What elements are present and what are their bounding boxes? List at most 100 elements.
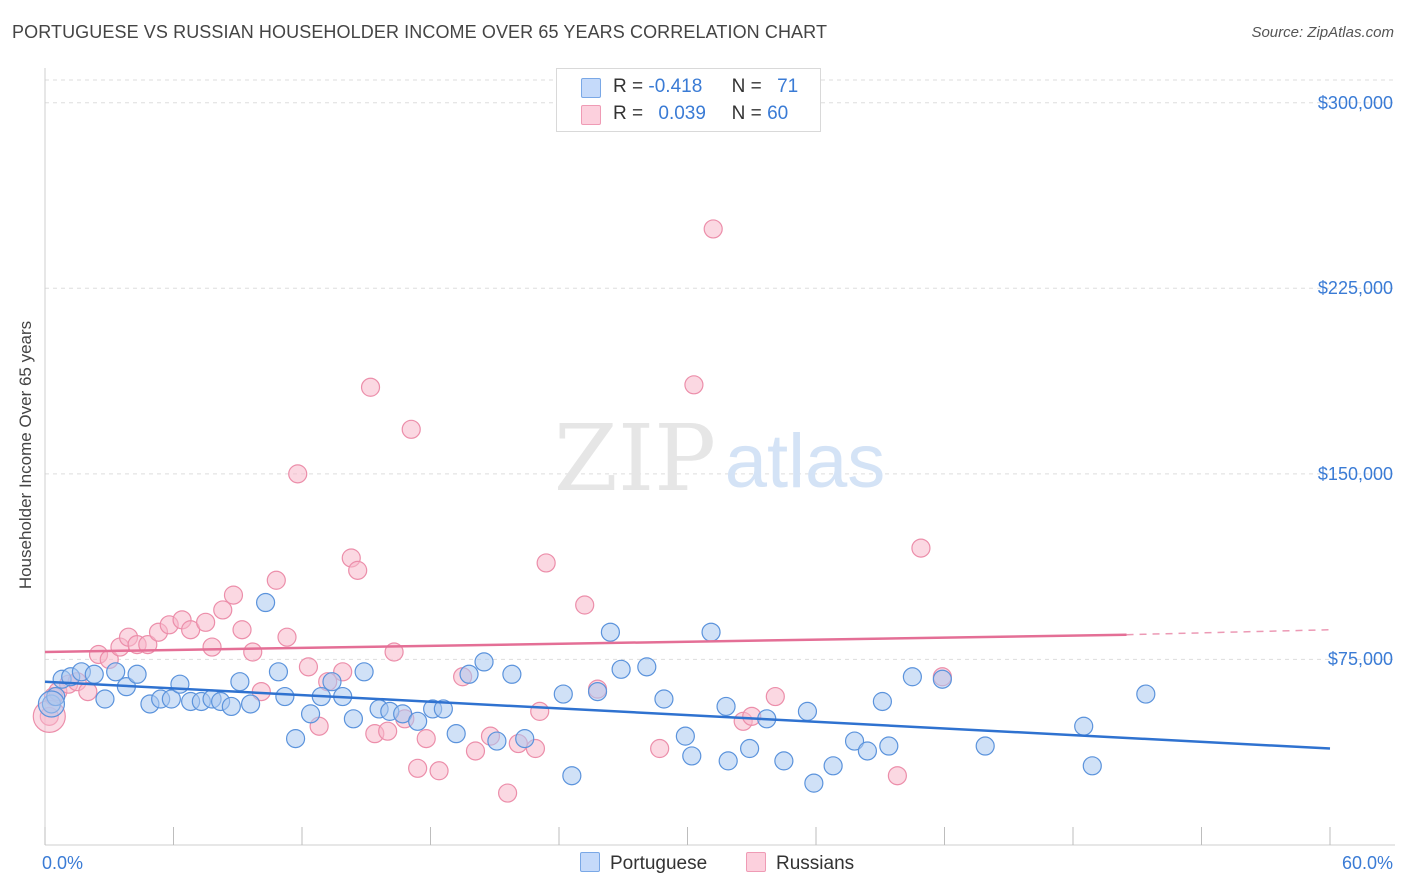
portuguese-point	[902, 667, 922, 687]
legend-n-value-russians: 60	[767, 103, 789, 124]
legend-row-portuguese: R = -0.418 N = 71	[581, 76, 799, 98]
portuguese-point	[474, 652, 494, 672]
legend-r-value-portuguese: -0.418	[648, 76, 703, 97]
portuguese-point	[170, 674, 190, 694]
portuguese-point	[932, 669, 952, 689]
portuguese-point	[459, 664, 479, 684]
portuguese-point	[562, 766, 582, 786]
portuguese-point	[879, 736, 899, 756]
portuguese-trend-line	[44, 680, 1331, 750]
portuguese-point	[701, 622, 721, 642]
y-tick-label: $300,000	[1317, 92, 1393, 113]
russians-point	[223, 585, 244, 605]
portuguese-point	[433, 699, 453, 719]
portuguese-point-large	[37, 690, 66, 718]
portuguese-point	[343, 709, 363, 729]
legend-swatch-russians	[581, 105, 601, 125]
portuguese-point	[804, 773, 824, 793]
portuguese-point	[637, 657, 657, 677]
watermark: ZIP atlas	[554, 405, 885, 512]
bottom-legend-portuguese: Portuguese	[580, 852, 707, 875]
portuguese-point	[127, 664, 147, 684]
legend-r-label: R =	[613, 76, 644, 97]
portuguese-point	[285, 729, 306, 749]
russians-point	[416, 729, 436, 749]
portuguese-point	[275, 686, 295, 707]
russians-trend-extension	[1126, 628, 1331, 636]
portuguese-point	[857, 741, 878, 761]
russians-point	[429, 761, 449, 781]
portuguese-point	[84, 664, 104, 684]
y-tick-label: $75,000	[1327, 649, 1393, 670]
portuguese-point	[975, 736, 995, 756]
portuguese-point	[611, 659, 631, 679]
trend-lines	[44, 628, 1331, 750]
portuguese-point	[322, 672, 342, 692]
watermark-zip: ZIP	[554, 405, 716, 512]
portuguese-point	[241, 694, 261, 714]
x-tick-label-max: 60.0%	[1341, 853, 1393, 873]
grid-lines	[45, 79, 1395, 660]
russians-trend-line	[44, 633, 1127, 654]
portuguese-point	[587, 681, 608, 702]
russians-point	[575, 595, 595, 615]
russians-point	[78, 681, 98, 702]
portuguese-point	[446, 724, 466, 744]
portuguese-point	[221, 696, 241, 717]
russians-point	[650, 738, 670, 759]
axes	[44, 68, 1395, 846]
portuguese-point	[502, 664, 522, 684]
portuguese-point	[300, 704, 321, 724]
russians-point	[232, 620, 252, 640]
y-tick-label: $150,000	[1317, 463, 1393, 484]
y-axis-label: Householder Income Over 65 years	[16, 320, 35, 590]
russians-point	[703, 219, 723, 239]
portuguese-point	[872, 691, 892, 712]
portuguese-point	[255, 592, 276, 613]
russians-point	[196, 612, 216, 632]
russians-point	[202, 637, 222, 657]
russians-point	[288, 464, 308, 484]
portuguese-point	[654, 689, 674, 709]
russians-point	[530, 701, 550, 721]
bottom-legend-swatch-russians	[746, 852, 766, 872]
portuguese-point	[354, 662, 374, 682]
portuguese-point	[161, 689, 181, 709]
russians-point	[277, 627, 297, 647]
legend-n-value-portuguese: 71	[777, 76, 799, 97]
russians-point	[243, 642, 263, 662]
russians-point	[408, 758, 428, 778]
portuguese-point	[1082, 756, 1102, 776]
portuguese-point	[675, 726, 695, 746]
russians-point	[498, 783, 518, 803]
russians-point	[378, 721, 398, 741]
russians-point	[401, 419, 421, 439]
portuguese-point	[230, 672, 250, 692]
portuguese-point	[797, 701, 818, 721]
legend-swatch-portuguese	[581, 78, 601, 98]
portuguese-point	[774, 751, 794, 771]
russians-point	[684, 375, 704, 395]
russians-point	[360, 377, 381, 397]
watermark-atlas: atlas	[725, 419, 886, 504]
source-label: Source: ZipAtlas.com	[1251, 24, 1394, 41]
russians-point	[465, 741, 486, 761]
legend-n-label: N =	[731, 103, 762, 124]
legend-r-label: R =	[613, 103, 644, 124]
portuguese-point	[844, 731, 865, 751]
russians-point	[536, 553, 556, 573]
legend-n-label: N =	[731, 76, 762, 97]
portuguese-point	[716, 696, 736, 717]
portuguese-point	[682, 746, 702, 766]
y-tick-label: $225,000	[1317, 278, 1393, 299]
portuguese-point	[823, 756, 843, 776]
portuguese-point	[718, 751, 738, 771]
bottom-legend-russians: Russians	[746, 852, 854, 875]
legend-r-value-russians: 0.039	[658, 103, 706, 124]
bottom-legend-label-russians: Russians	[776, 853, 855, 874]
x-tick-label-min: 0.0%	[42, 853, 84, 873]
russians-point	[298, 657, 319, 677]
portuguese-point	[106, 662, 126, 682]
russians-point	[213, 600, 233, 620]
